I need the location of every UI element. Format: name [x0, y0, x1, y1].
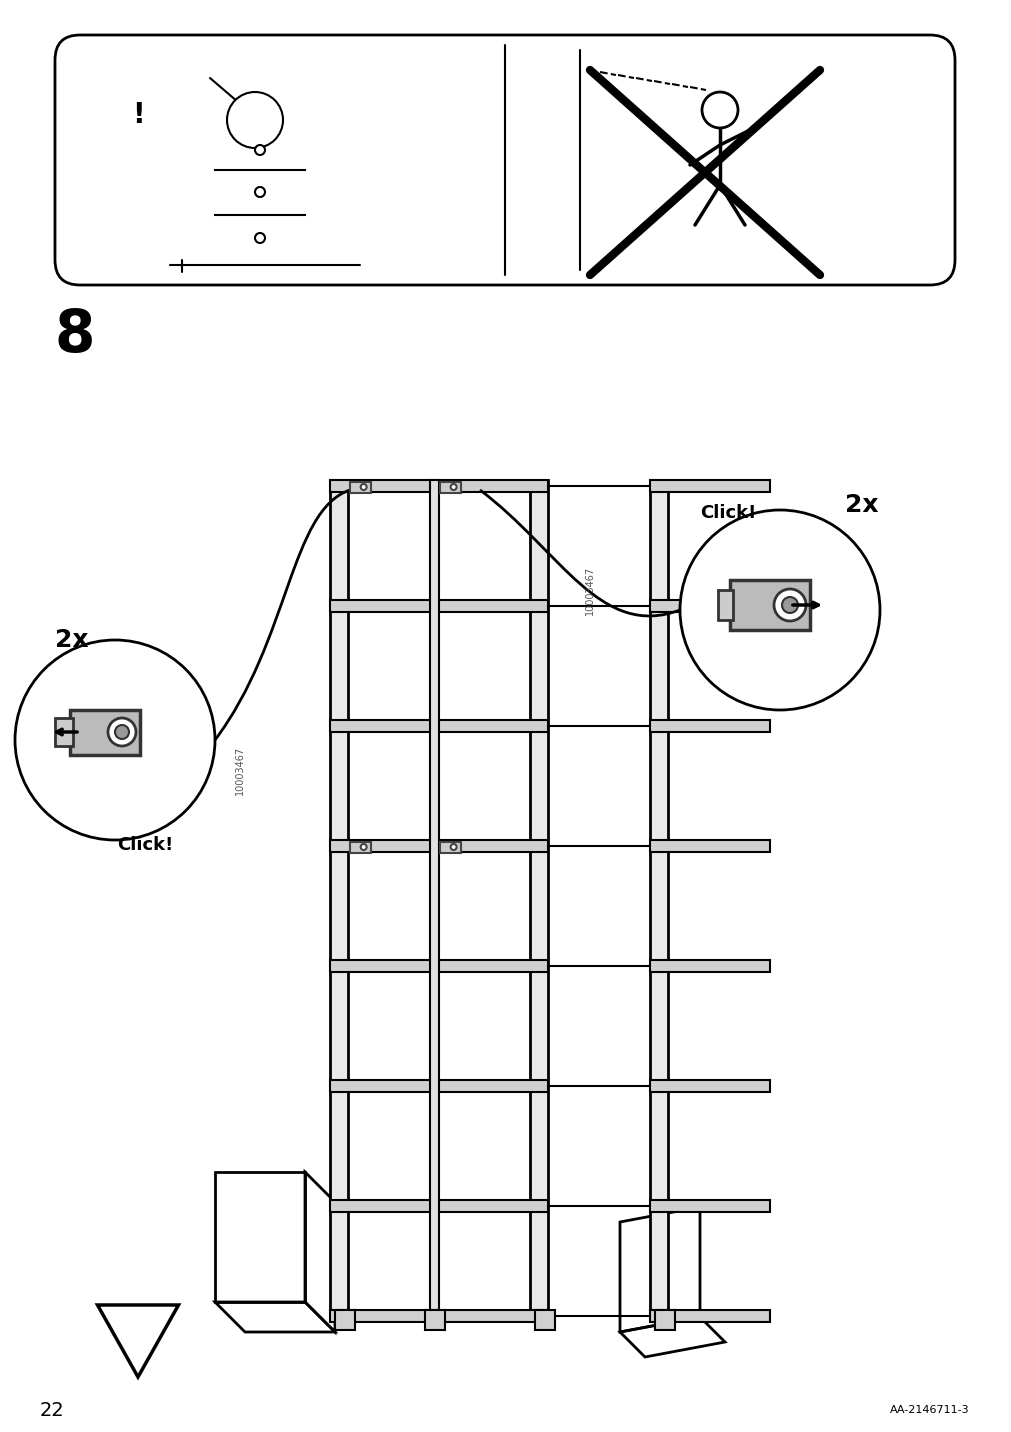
Text: 10003467: 10003467: [584, 566, 594, 614]
Text: Click!: Click!: [116, 836, 173, 853]
Bar: [430, 480, 439, 1310]
Bar: [654, 1310, 674, 1330]
Bar: [330, 480, 348, 1310]
Bar: [350, 842, 371, 853]
Bar: [649, 480, 769, 493]
Bar: [649, 1080, 769, 1093]
Text: 10003467: 10003467: [235, 746, 245, 795]
Bar: [330, 600, 548, 611]
Circle shape: [255, 233, 265, 243]
Circle shape: [782, 597, 798, 613]
Circle shape: [773, 589, 805, 621]
Bar: [330, 841, 548, 852]
Circle shape: [255, 145, 265, 155]
Circle shape: [450, 484, 456, 490]
Bar: [535, 1310, 554, 1330]
Bar: [649, 959, 769, 972]
Bar: [649, 720, 769, 732]
Text: !: !: [131, 102, 145, 129]
Circle shape: [115, 725, 128, 739]
FancyBboxPatch shape: [55, 34, 954, 285]
Text: AA-2146711-3: AA-2146711-3: [890, 1405, 969, 1415]
Text: 22: 22: [40, 1400, 65, 1419]
Bar: [649, 1310, 769, 1322]
Circle shape: [108, 717, 135, 746]
Circle shape: [702, 92, 737, 127]
Bar: [440, 483, 461, 493]
Text: 2x: 2x: [844, 493, 878, 517]
Bar: [330, 1200, 548, 1211]
Bar: [649, 1200, 769, 1211]
Bar: [425, 1310, 445, 1330]
Bar: [330, 959, 548, 972]
Bar: [649, 600, 769, 611]
Bar: [350, 483, 371, 493]
Circle shape: [226, 92, 283, 147]
Bar: [330, 1080, 548, 1093]
Text: Click!: Click!: [700, 504, 755, 523]
Circle shape: [255, 188, 265, 198]
Bar: [330, 720, 548, 732]
Circle shape: [360, 484, 366, 490]
Circle shape: [15, 640, 214, 841]
Bar: [55, 717, 73, 746]
Circle shape: [450, 843, 456, 851]
Circle shape: [360, 843, 366, 851]
Bar: [729, 580, 809, 630]
Bar: [530, 480, 548, 1310]
Bar: [717, 590, 732, 620]
Bar: [330, 480, 548, 493]
Bar: [649, 841, 769, 852]
Text: 8: 8: [55, 306, 95, 364]
Bar: [649, 485, 667, 1310]
Circle shape: [679, 510, 880, 710]
Bar: [330, 1310, 548, 1322]
Bar: [70, 710, 140, 755]
Text: 2x: 2x: [55, 629, 88, 652]
Bar: [440, 842, 461, 853]
Bar: [335, 1310, 355, 1330]
